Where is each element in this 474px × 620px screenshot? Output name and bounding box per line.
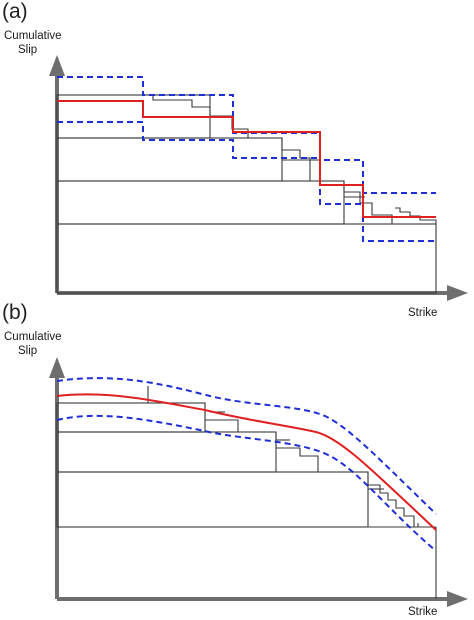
panel-b-x-axis (57, 591, 468, 607)
panel-b-y-arrow-icon (49, 357, 65, 378)
panel-b-x-arrow-icon (447, 591, 468, 607)
panel-a-slip-blocks (56, 94, 437, 294)
panel-b-label: (b) (2, 301, 28, 324)
panel-a-y-axis-label-line1: Cumulative (4, 30, 62, 42)
panel-a-x-axis-label: Strike (408, 307, 437, 319)
panel-b: (b) Cumulative Slip Strike (2, 301, 468, 618)
panel-a-y-axis-label-line2: Slip (18, 44, 37, 56)
panel-b-bounds (56, 377, 437, 552)
panel-b-y-axis-label-line1: Cumulative (4, 331, 62, 343)
panel-b-x-axis-label: Strike (408, 606, 437, 618)
panel-a-x-arrow-icon (447, 285, 468, 301)
panel-a-y-arrow-icon (49, 55, 65, 76)
panel-a-mean-line (57, 100, 436, 218)
panel-b-mean-line (56, 393, 437, 531)
panel-a: (a) Cumulative Slip Strike (2, 0, 468, 319)
panel-b-slip-blocks (56, 386, 437, 599)
panel-a-label: (a) (2, 0, 28, 23)
panel-b-y-axis-label-line2: Slip (18, 345, 37, 357)
